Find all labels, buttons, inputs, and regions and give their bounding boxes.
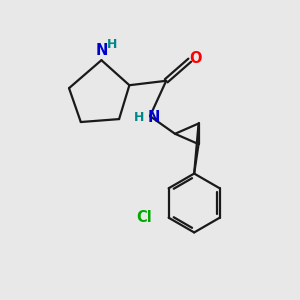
Text: N: N [95,43,108,58]
Text: H: H [106,38,117,51]
Text: O: O [189,51,201,66]
Text: Cl: Cl [137,210,152,225]
Text: N: N [147,110,160,125]
Text: H: H [134,111,144,124]
